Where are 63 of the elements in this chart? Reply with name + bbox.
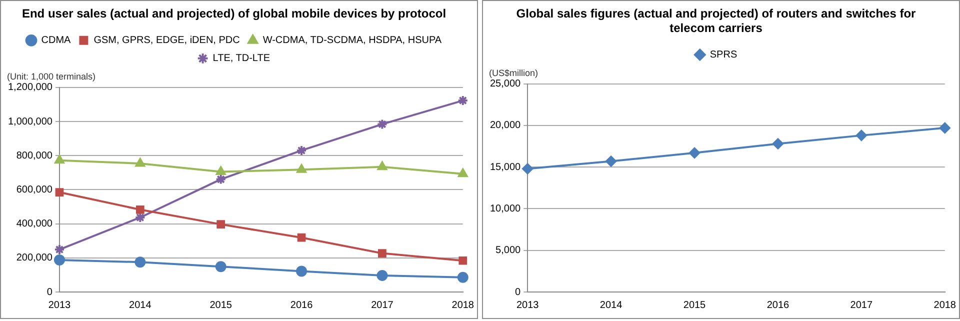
point: [216, 220, 226, 228]
x-tick-label: 2013: [516, 300, 540, 311]
point: [376, 270, 388, 281]
point: [772, 138, 784, 150]
chart-title: Global sales figures (actual and projected) of routers and switches for telecom carriers: [516, 6, 916, 35]
point: [939, 122, 950, 134]
y-tick-label: 600,000: [16, 184, 53, 196]
x-tick-label: 2017: [371, 300, 394, 311]
legend-label: W-CDMA, TD-SCDMA, HSDPA, HSUPA: [262, 35, 442, 46]
y-tick-label: 800,000: [16, 150, 53, 162]
point: [376, 118, 388, 130]
x-tick-label: 2015: [210, 300, 232, 311]
point: [458, 168, 468, 178]
point: [296, 144, 308, 156]
y-tick-label: 10,000: [490, 203, 522, 214]
point: [689, 147, 700, 158]
x-tick-label: 2016: [766, 300, 790, 311]
point: [457, 95, 468, 106]
point: [54, 244, 65, 256]
legend-label: SPRS: [710, 50, 738, 61]
y-tick-label: 15,000: [490, 162, 522, 173]
y-tick-label: 20,000: [490, 120, 522, 132]
x-tick-label: 2014: [600, 300, 623, 311]
y-tick-label: 25,000: [490, 78, 522, 90]
point: [216, 166, 226, 176]
point: [856, 130, 867, 141]
chart-title: End user sales (actual and projected) of global mobile devices by protocol: [22, 6, 446, 21]
legend-label: CDMA: [41, 35, 72, 46]
point: [458, 256, 468, 265]
legend-label: LTE, TD-LTE: [212, 53, 270, 64]
point: [54, 254, 65, 266]
point: [134, 256, 146, 268]
legend-label: GSM, GPRS, EDGE, iDEN, PDC: [94, 35, 240, 46]
y-tick-label: 0: [515, 286, 522, 298]
y-tick-label: 5,000: [496, 245, 522, 256]
y-tick-label: 0: [46, 286, 53, 298]
y-axis-title: (US$million): [489, 68, 538, 78]
point: [606, 156, 617, 167]
x-tick-label: 2013: [48, 300, 72, 311]
point: [215, 261, 226, 272]
y-tick-label: 400,000: [16, 218, 53, 230]
point: [55, 188, 64, 196]
point: [378, 249, 386, 258]
x-tick-label: 2018: [934, 300, 956, 311]
x-tick-label: 2018: [452, 300, 474, 311]
x-tick-label: 2014: [129, 300, 152, 311]
point: [377, 161, 388, 170]
y-tick-label: 1,200,000: [8, 82, 53, 94]
point: [457, 272, 468, 283]
point: [135, 158, 146, 167]
y-axis-title: (Unit: 1,000 terminals): [7, 71, 96, 82]
point: [296, 266, 308, 277]
point: [54, 154, 64, 164]
x-tick-label: 2015: [683, 300, 706, 311]
point: [297, 233, 306, 242]
point: [522, 163, 534, 174]
point: [296, 164, 306, 173]
y-tick-label: 1,000,000: [8, 116, 53, 128]
x-tick-label: 2017: [850, 300, 873, 311]
point: [136, 205, 144, 214]
point: [215, 174, 226, 185]
x-tick-label: 2016: [290, 300, 314, 311]
y-tick-label: 200,000: [16, 252, 53, 264]
